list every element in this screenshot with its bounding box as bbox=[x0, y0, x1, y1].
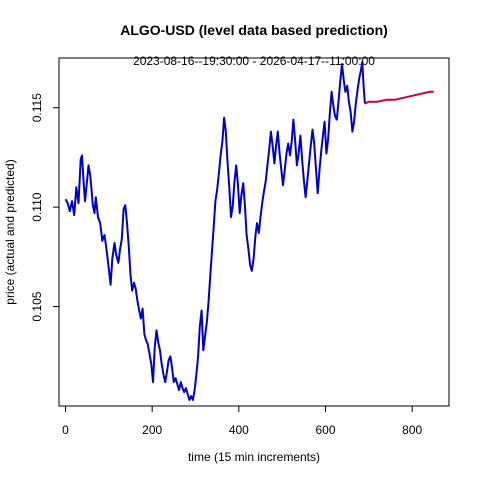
x-tick-label: 600 bbox=[315, 423, 335, 437]
x-tick-label: 800 bbox=[402, 423, 422, 437]
y-tick-label: 0.105 bbox=[30, 291, 44, 321]
x-tick-label: 200 bbox=[142, 423, 162, 437]
y-axis: 0.105 0.110 0.115 bbox=[30, 93, 59, 322]
y-tick-label: 0.115 bbox=[30, 93, 44, 122]
x-axis: 0 200 400 600 800 bbox=[62, 406, 422, 437]
chart-subtitle: 2023-08-16--19:30:00 - 2026-04-17--11:00… bbox=[133, 54, 375, 68]
y-tick-label: 0.110 bbox=[30, 192, 44, 221]
predicted-price-line bbox=[364, 90, 434, 105]
plot-frame bbox=[58, 57, 450, 407]
y-axis-label: price (actual and predicted) bbox=[3, 159, 17, 304]
x-tick-label: 0 bbox=[62, 423, 69, 437]
chart-title: ALGO-USD (level data based prediction) bbox=[120, 22, 388, 38]
x-tick-label: 400 bbox=[229, 423, 249, 437]
x-axis-label: time (15 min increments) bbox=[188, 450, 320, 464]
actual-price-line bbox=[64, 61, 366, 401]
series-layer bbox=[64, 61, 434, 401]
